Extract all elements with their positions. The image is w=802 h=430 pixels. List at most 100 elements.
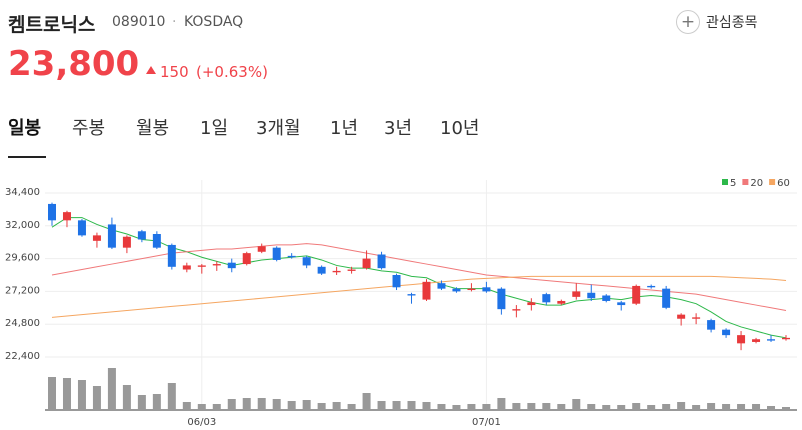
volume-bar [467, 404, 476, 410]
volume-bar [197, 404, 206, 410]
candle-body [782, 337, 790, 340]
volume-bar [167, 383, 176, 410]
volume-bar [587, 404, 596, 410]
volume-bar [422, 402, 431, 410]
candle-body [677, 314, 686, 319]
candle-body [437, 283, 446, 289]
volume-bar [692, 405, 701, 410]
tab[interactable]: 1일 [200, 118, 229, 139]
candle-body [587, 292, 596, 299]
y-tick-label: 22,400 [5, 351, 40, 362]
volume-bar [48, 377, 56, 410]
volume-bar [437, 404, 446, 410]
ma-line [51, 217, 787, 339]
price: 23,800 [8, 44, 140, 84]
volume-bar [707, 403, 716, 410]
volume-bar [152, 394, 161, 410]
candle-body [662, 288, 671, 308]
legend-swatch [722, 179, 728, 185]
change: 150 [160, 63, 189, 81]
candle-body [482, 287, 491, 292]
watch-button[interactable]: + 관심종목 [676, 10, 758, 34]
candle-body [272, 247, 281, 260]
x-tick-label: 07/01 [472, 417, 501, 428]
volume-bar [347, 404, 356, 410]
candle-body [497, 288, 506, 310]
volume-bar [482, 404, 491, 410]
volume-bar [782, 407, 790, 410]
volume-bar [572, 399, 581, 410]
volume-bar [362, 393, 371, 410]
up-arrow [146, 66, 156, 74]
volume-bar [647, 405, 656, 410]
volume-bar [92, 386, 101, 410]
y-tick-label: 24,800 [5, 318, 40, 329]
legend-swatch [742, 179, 749, 185]
volume-bar [557, 404, 566, 410]
legend-swatch [769, 179, 776, 185]
candle-body [767, 339, 776, 341]
volume-bar [662, 404, 671, 410]
volume-bar [407, 401, 416, 410]
candle-body [137, 231, 146, 240]
candle-body [62, 212, 71, 221]
stock-name: 켐트로닉스 [8, 14, 96, 36]
volume-bar [287, 401, 296, 410]
tab[interactable]: 일봉 [8, 118, 42, 139]
volume-bar [542, 403, 551, 410]
volume-bar [332, 402, 341, 410]
tab[interactable]: 월봉 [136, 118, 170, 139]
candle-body [572, 291, 581, 297]
tab[interactable]: 10년 [440, 118, 480, 139]
candle-body [167, 244, 176, 267]
candle-body [707, 320, 716, 330]
tab[interactable]: 3년 [384, 118, 413, 139]
tab[interactable]: 3개월 [256, 118, 301, 139]
volume-bar [722, 404, 731, 410]
change-pct: (+0.63%) [196, 63, 268, 81]
candle-body [722, 329, 731, 336]
candle-body [227, 262, 236, 269]
volume-bar [257, 398, 266, 410]
candle-body [48, 203, 56, 221]
candle-body [107, 224, 116, 248]
candle-body [242, 253, 251, 265]
volume-bar [752, 404, 761, 410]
tab[interactable]: 1년 [330, 118, 359, 139]
candle-body [392, 275, 401, 288]
volume-bar [137, 395, 146, 410]
candle-body [182, 265, 191, 270]
candle-body [542, 294, 551, 303]
y-tick-label: 34,400 [5, 187, 40, 198]
volume-bar [617, 405, 626, 410]
candle-body [122, 236, 131, 248]
tab[interactable]: 주봉 [72, 118, 106, 139]
y-tick-label: 27,200 [5, 285, 40, 296]
legend-label: 5 [730, 178, 736, 189]
volume-bar [392, 401, 401, 410]
plus-icon: + [676, 10, 700, 34]
candle-body [257, 246, 266, 252]
candle-body [422, 281, 431, 300]
separator: · [172, 14, 177, 30]
volume-bar [677, 402, 686, 410]
candle-body [602, 295, 611, 301]
volume-bar [122, 385, 131, 410]
chart: 22,400 24,800 27,200 29,600 32,000 34,400 06/0… [5, 178, 797, 428]
volume-bar [632, 403, 641, 410]
candle-body [527, 302, 536, 306]
x-tick-label: 06/03 [187, 417, 216, 428]
volume-bar [512, 403, 521, 410]
y-tick-label: 29,600 [5, 253, 40, 264]
candle-body [212, 264, 221, 266]
volume-bar [302, 400, 311, 410]
watch-label: 관심종목 [706, 15, 758, 31]
candle-body [452, 288, 461, 292]
candle-body [557, 300, 566, 304]
candle-body [737, 335, 746, 344]
candle-body [152, 234, 161, 248]
volume-bar [317, 403, 326, 410]
stock-code: 089010 [112, 14, 166, 30]
market: KOSDAQ [184, 14, 244, 30]
